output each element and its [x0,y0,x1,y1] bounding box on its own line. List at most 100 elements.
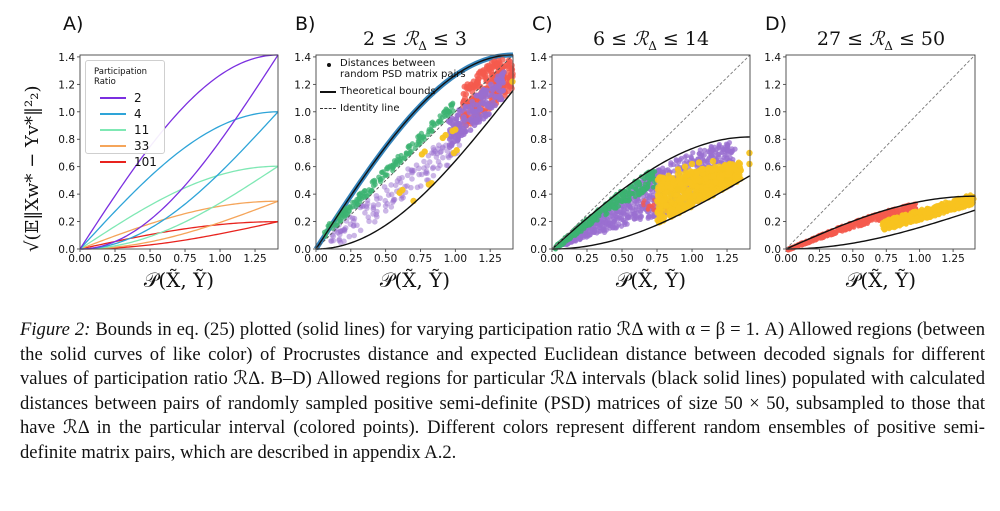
scatter-point-green [640,186,645,192]
scatter-point-purple [419,171,425,178]
x-tick-label: 0.25 [575,253,598,265]
scatter-point-gold [969,197,975,203]
scatter-point-red [896,206,902,212]
scatter-point-gold [681,204,688,211]
legend-swatch [100,97,126,99]
figure-plots: 0.00 0.25 0.50 0.75 1.00 1.25 0.0 0.2 0.4 0.6 0.8 1… [58,52,977,265]
scatter-point-purple [385,192,392,198]
scatter-point-purple [336,237,342,244]
scatter-point-gold [654,176,661,183]
x-tick-label: 1.00 [680,253,703,265]
scatter-point-purple [409,170,415,176]
scatter-point-purple [454,112,461,119]
scatter-point-red [474,79,481,86]
scatter-point-purple [425,153,432,159]
lower-bound-line-R101 [79,221,279,250]
panel-a-letter: A) [63,13,84,35]
scatter-point-purple [714,158,720,164]
scatter-point-gold [702,175,709,182]
scatter-point-purple [388,182,394,188]
x-tick-label: 0.75 [875,253,898,265]
figure: 0.00 0.25 0.50 0.75 1.00 1.25 0.0 0.2 0.4 0.6 0.8 1… [22,13,977,292]
scatter-point-purple [456,107,462,113]
scatter-point-gold [421,148,428,155]
scatter-point-gold [669,175,676,182]
panel-d-axes: 0.00 0.25 0.50 0.75 1.00 1.25 0.0 0.2 0.4 0.6 0.8 1… [764,52,964,265]
y-tick-label: 1.4 [58,52,75,64]
scatter-point-purple [596,224,603,230]
y-tick-label: 0.8 [764,134,781,146]
scatter-point-gold [659,197,666,204]
scatter-point-purple [452,119,459,125]
scatter-point-purple [670,161,676,168]
x-tick-label: 1.25 [478,253,501,265]
scatter-point-green [418,137,425,144]
panel-d-xlabel: 𝒫(X̃, Ỹ) [845,268,917,292]
scatter-point-gold [664,182,671,189]
lower-bound-line [551,175,751,250]
y-tick-label: 1.4 [764,52,781,64]
scatter-point-purple [382,208,389,214]
dot-marker-icon [318,58,340,69]
scatter-point-purple [435,159,442,165]
y-tick-label: 0.0 [530,244,547,256]
scatter-point-purple [501,69,507,75]
legend-entry: 2 [86,90,164,106]
scatter-point-purple [631,213,637,219]
scatter-point-purple [462,117,469,124]
scatter-point-red [480,70,487,77]
scatter-point-gold [746,160,753,168]
legend-label: 33 [134,139,150,153]
panel-c-xlabel: 𝒫(X̃, Ỹ) [615,268,687,292]
legend-label: random PSD matrix pairs [340,69,466,80]
legend-swatch [100,145,126,147]
scatter-point-green [335,218,341,225]
scatter-point-green [607,206,612,212]
panel-b-title: 2 ≤ ℛΔ ≤ 3 [362,28,468,53]
scatter-point-gold [680,194,687,201]
scatter-point-red [861,222,867,227]
scatter-point-green [578,226,584,231]
y-tick-label: 0.4 [764,189,781,201]
y-tick-label: 0.2 [530,217,547,229]
panel-b-axes: 0.00 0.25 0.50 0.75 1.00 1.25 0.0 0.2 0.4 0.6 0.8 1… [294,52,502,265]
panel-d-title: 27 ≤ ℛΔ ≤ 50 [816,28,946,53]
scatter-point-green [620,192,626,198]
scatter-point-purple [373,192,380,199]
scatter-point-green [647,177,652,183]
scatter-point-gold [676,176,683,183]
scatter-point-green [590,218,596,223]
dashed-line-icon [318,103,340,114]
scatter-point-gold [712,179,719,186]
identity-line [785,54,976,250]
scatter-point-green [416,133,422,139]
scatter-point-green [351,199,358,205]
scatter-point-purple [601,229,608,236]
scatter-point-gold [725,168,732,175]
y-tick-label: 1.2 [58,79,75,91]
scatter-point-purple [660,165,666,171]
scatter-point-gold [695,159,703,166]
legend-entry: 4 [86,106,164,122]
scatter-point-purple [621,210,627,216]
scatter-point-gold [699,170,706,177]
scatter-point-purple [486,92,493,99]
solid-line-icon [318,86,340,97]
scatter-point-purple [716,152,722,158]
scatter-point-green [633,186,638,192]
scatter-point-gold [675,196,682,203]
panel-b-xlabel: 𝒫(X̃, Ỹ) [379,268,451,292]
y-tick-label: 0.0 [294,244,311,256]
scatter-point-gold [453,147,460,154]
scatter-point-purple [413,162,420,168]
legend-entry-identity: Identity line [318,103,468,114]
scatter-point-green [383,172,389,178]
x-tick-label: 0.00 [774,253,797,265]
scatter-point-purple [610,210,616,216]
scatter-point-gold [910,209,916,215]
scatter-point-green [361,194,367,200]
scatter-point-purple [370,202,377,208]
scatter-point-purple [493,93,500,100]
y-tick-label: 1.0 [58,107,75,119]
scatter-point-purple [472,102,479,108]
